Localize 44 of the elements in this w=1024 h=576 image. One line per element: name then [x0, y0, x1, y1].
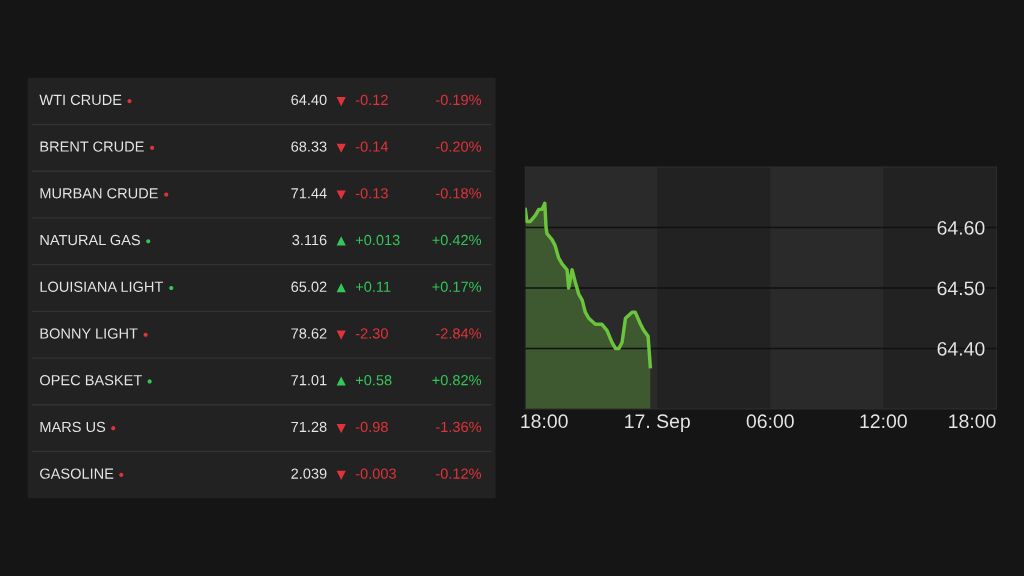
text: +0.17% [432, 281, 482, 292]
data-label: -0.12 [355, 94, 388, 106]
category-label: OPEC BASKET [40, 375, 142, 386]
y-tick-label: 64.60 [937, 220, 985, 235]
data-label: -2.30 [355, 328, 388, 339]
data-label: -0.14 [355, 141, 389, 152]
text: -0.12% [436, 468, 482, 479]
y-tick-label: 64.40 [937, 341, 985, 356]
text: -0.20% [436, 141, 482, 152]
category-label: MURBAN CRUDE [40, 188, 158, 199]
text: +0.42% [432, 234, 482, 246]
category-label: GASOLINE [40, 468, 114, 479]
x-tick-label: 06:00 [746, 414, 794, 429]
category-label: MARS US [40, 421, 106, 433]
text: 78.62 [291, 328, 327, 339]
text: 71.01 [291, 375, 327, 386]
data-label: -0.98 [355, 421, 388, 433]
category-label: LOUISIANA LIGHT [40, 281, 164, 292]
data-label: -0.003 [355, 468, 396, 479]
text: 71.44 [291, 188, 327, 199]
x-tick-label: 18:00 [949, 414, 996, 429]
category-label: BONNY LIGHT [40, 328, 138, 339]
text: 65.02 [291, 281, 327, 292]
text: 3.116 [292, 234, 327, 246]
data-label: +0.58 [355, 375, 392, 386]
text: -0.19% [436, 94, 482, 106]
text: 68.33 [291, 141, 327, 152]
text: -0.18% [436, 188, 482, 199]
category-label: BRENT CRUDE [40, 141, 144, 152]
data-label: +0.11 [355, 281, 391, 292]
y-tick-label: 64.50 [937, 281, 985, 296]
data-label: -0.13 [355, 188, 388, 199]
category-label: NATURAL GAS [40, 234, 140, 246]
x-tick-label: 17. Sep [625, 414, 690, 432]
text: 64.40 [291, 94, 327, 106]
x-tick-label: 12:00 [860, 414, 907, 429]
text: 71.28 [291, 421, 327, 433]
x-tick-label: 18:00 [521, 414, 568, 429]
text: -2.84% [436, 328, 482, 339]
text: +0.82% [432, 375, 482, 386]
data-label: +0.013 [355, 234, 400, 246]
text: -1.36% [436, 421, 482, 433]
category-label: WTI CRUDE [39, 94, 122, 106]
text: 2.039 [291, 468, 327, 479]
